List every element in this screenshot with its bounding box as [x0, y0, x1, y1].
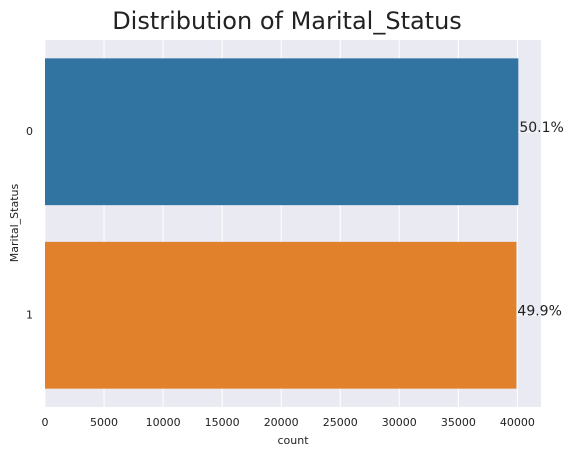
x-tick-label: 40000: [500, 416, 535, 429]
x-tick-label: 35000: [441, 416, 476, 429]
x-tick-label: 5000: [90, 416, 118, 429]
data-label: 49.9%: [517, 303, 561, 319]
x-tick-label: 0: [42, 416, 49, 429]
bar: [45, 58, 519, 206]
y-tick-label: 0: [26, 125, 33, 138]
y-axis-label: Marital_Status: [8, 184, 21, 263]
x-tick-label: 10000: [146, 416, 181, 429]
x-axis-label: count: [277, 434, 309, 447]
x-tick-label: 20000: [264, 416, 299, 429]
chart-title: Distribution of Marital_Status: [112, 7, 462, 35]
x-tick-label: 25000: [323, 416, 358, 429]
bar: [45, 241, 517, 389]
y-tick-label: 1: [26, 308, 33, 321]
data-label: 50.1%: [519, 120, 563, 136]
x-tick-label: 15000: [205, 416, 240, 429]
x-tick-label: 30000: [382, 416, 417, 429]
